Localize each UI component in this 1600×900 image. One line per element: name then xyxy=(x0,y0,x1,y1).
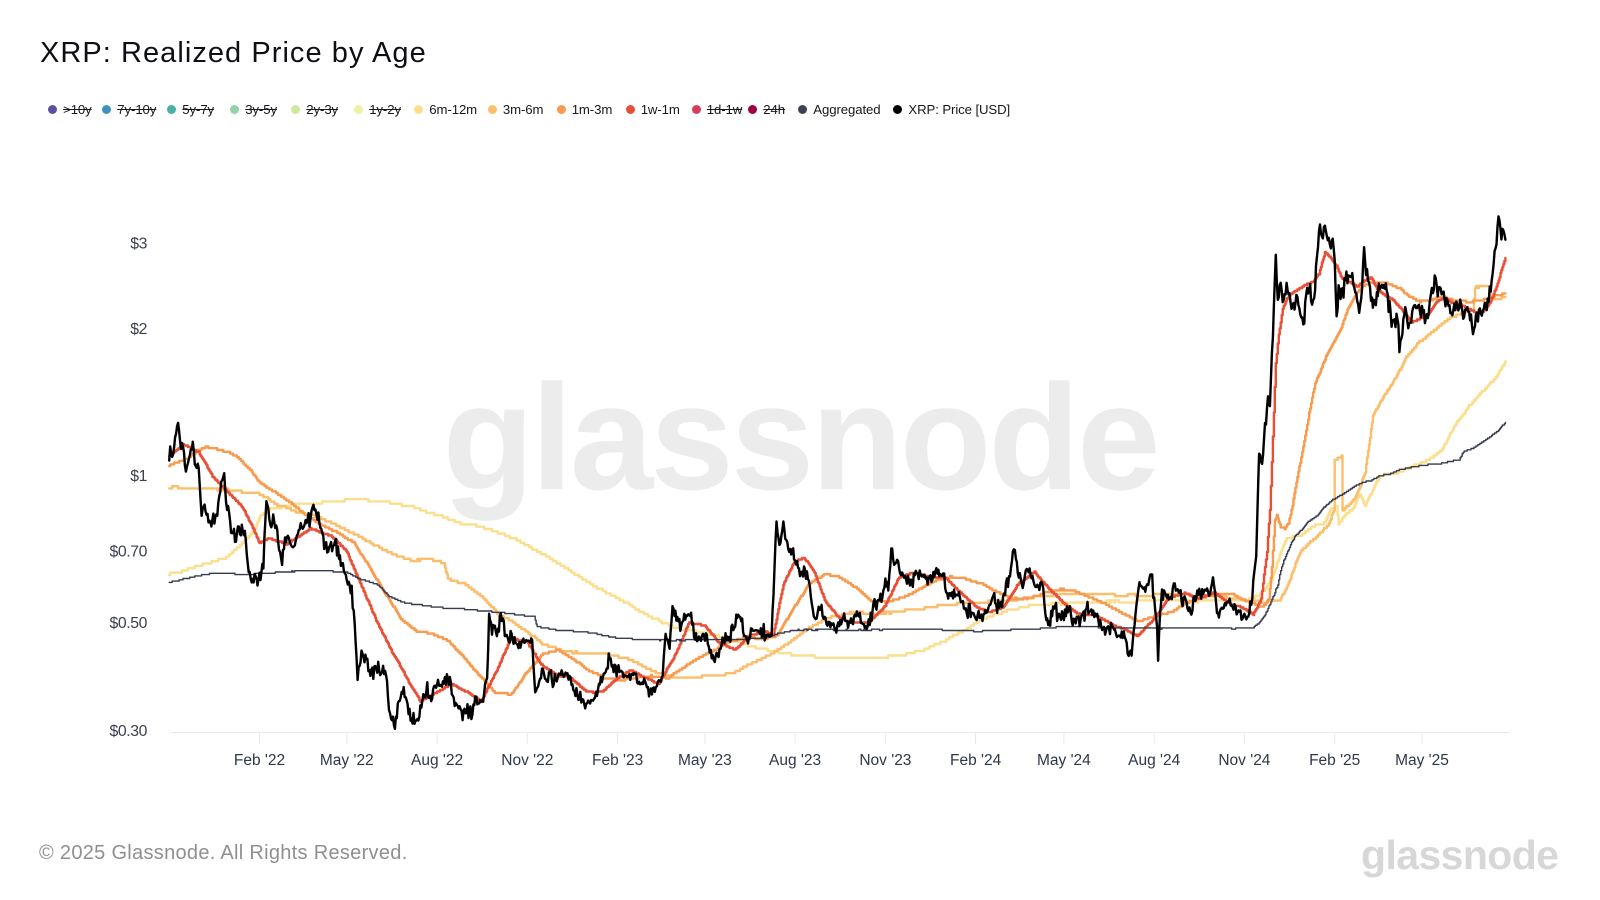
svg-text:Feb '25: Feb '25 xyxy=(1309,752,1360,769)
svg-text:$3: $3 xyxy=(130,235,147,252)
svg-text:$2: $2 xyxy=(130,321,147,338)
svg-text:Aug '22: Aug '22 xyxy=(411,752,463,769)
svg-text:$1: $1 xyxy=(130,468,147,485)
svg-text:May '23: May '23 xyxy=(678,752,732,769)
svg-text:Feb '24: Feb '24 xyxy=(950,752,1002,769)
svg-text:$0.30: $0.30 xyxy=(109,723,147,740)
svg-text:Nov '24: Nov '24 xyxy=(1218,752,1270,769)
svg-text:May '25: May '25 xyxy=(1395,752,1449,769)
svg-text:$0.50: $0.50 xyxy=(109,615,147,632)
svg-text:Feb '22: Feb '22 xyxy=(234,752,285,769)
svg-text:$0.70: $0.70 xyxy=(109,544,147,561)
svg-text:Aug '23: Aug '23 xyxy=(769,752,821,769)
svg-text:May '22: May '22 xyxy=(320,752,374,769)
svg-text:Nov '22: Nov '22 xyxy=(501,752,553,769)
svg-text:Nov '23: Nov '23 xyxy=(859,752,911,769)
svg-text:Aug '24: Aug '24 xyxy=(1128,752,1180,769)
svg-text:May '24: May '24 xyxy=(1037,752,1091,769)
svg-text:Feb '23: Feb '23 xyxy=(592,752,643,769)
